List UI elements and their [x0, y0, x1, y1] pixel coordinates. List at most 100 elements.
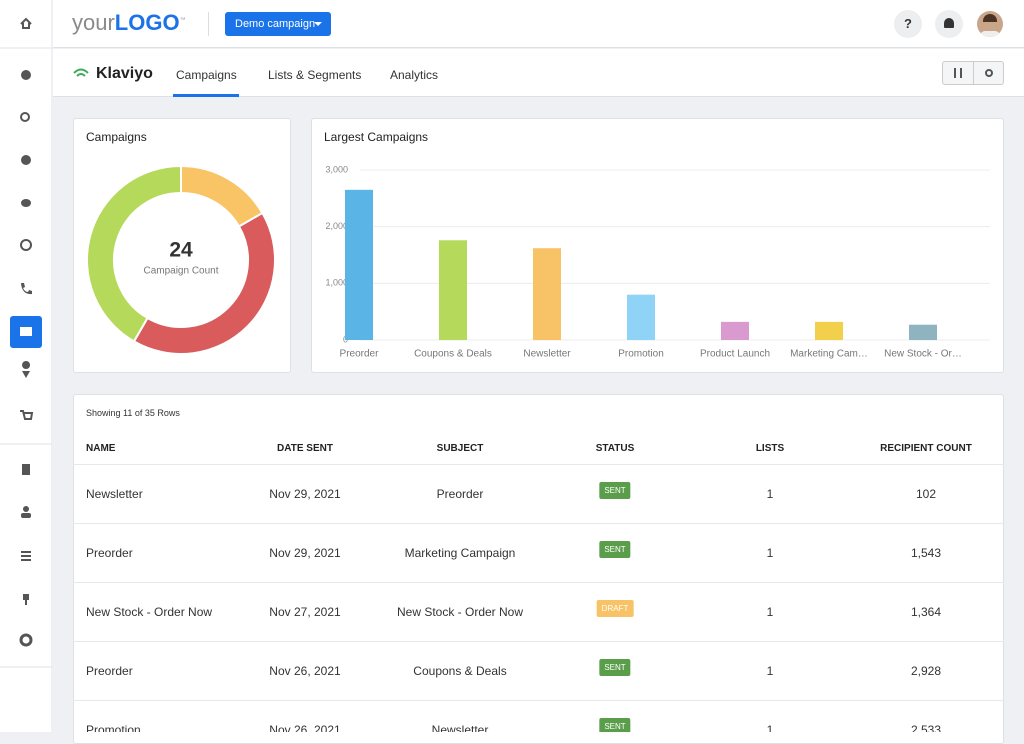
- logo: yourLOGO™: [72, 10, 186, 36]
- support-icon[interactable]: [20, 239, 32, 251]
- reports-icon[interactable]: [21, 155, 31, 165]
- row-divider: [73, 700, 1004, 701]
- tab[interactable]: Analytics: [390, 68, 439, 82]
- table-cell: 1,543: [910, 546, 942, 560]
- x-tick-label: Promotion: [618, 349, 664, 360]
- table-cell: Preorder: [436, 487, 484, 501]
- x-tick-label: Newsletter: [523, 349, 571, 360]
- donut-segment: [86, 164, 182, 343]
- x-tick-label: Preorder: [340, 349, 380, 360]
- bar: [721, 321, 749, 340]
- x-tick-label: New Stock - Or…: [884, 349, 962, 360]
- table-cell: Nov 29, 2021: [269, 487, 341, 501]
- donut-center-label: Campaign Count: [143, 266, 218, 277]
- table-cell: Promotion: [86, 723, 141, 732]
- plugin-icon[interactable]: [23, 594, 29, 600]
- bar-title: Largest Campaigns: [324, 130, 428, 144]
- dashboard-icon[interactable]: [21, 70, 31, 80]
- bar: [345, 189, 373, 340]
- home-icon[interactable]: [20, 17, 32, 29]
- filter-button[interactable]: [954, 68, 962, 78]
- table-cell: New Stock - Order Now: [396, 605, 524, 619]
- avatar[interactable]: [977, 11, 1003, 37]
- status-badge: SENT: [599, 659, 631, 676]
- table-cell: Nov 29, 2021: [269, 546, 341, 560]
- bar: [533, 248, 561, 340]
- column-header: NAME: [86, 443, 116, 454]
- row-divider: [73, 641, 1004, 642]
- column-header: SUBJECT: [436, 443, 484, 454]
- y-tick-label: 3,000: [325, 164, 348, 174]
- table-cell: Newsletter: [431, 723, 489, 732]
- phone-icon[interactable]: [21, 283, 32, 295]
- table-cell: Preorder: [86, 546, 133, 560]
- column-header: DATE SENT: [277, 443, 333, 454]
- notifications[interactable]: [935, 10, 963, 38]
- user-icon[interactable]: [23, 506, 29, 512]
- donut-segment: [132, 211, 276, 355]
- y-tick-label: 1,000: [325, 278, 348, 288]
- table-cell: 2,533: [910, 723, 942, 732]
- status-badge: SENT: [599, 482, 631, 499]
- table-cell: Nov 27, 2021: [269, 605, 341, 619]
- campaign-table: Showing 11 of 35 Rows NAME DATE SENT SUBJE…: [73, 394, 1004, 732]
- campaign-button-label: Demo campaign: [235, 18, 316, 30]
- settings-icon[interactable]: [19, 633, 33, 647]
- location-icon[interactable]: [22, 361, 31, 378]
- bar: [439, 240, 467, 340]
- y-tick-label: 2,000: [325, 221, 348, 231]
- table-cell: 1,364: [910, 605, 942, 619]
- help-button[interactable]: ?: [894, 10, 922, 38]
- doc-icon[interactable]: [22, 464, 30, 475]
- charts: Campaigns 24 Campaign Count Largest Camp…: [86, 130, 990, 360]
- tab-indicator: [173, 94, 239, 97]
- table-cell: 1: [766, 546, 774, 560]
- donut-segment: [180, 164, 264, 228]
- row-divider: [73, 464, 1004, 465]
- bar: [627, 294, 655, 340]
- table-cell: 1: [766, 487, 774, 501]
- row-divider: [73, 523, 1004, 524]
- x-tick-label: Marketing Cam…: [790, 349, 868, 360]
- table-cell: Preorder: [86, 664, 133, 678]
- status-badge: SENT: [599, 718, 631, 732]
- klaviyo-icon: [73, 68, 89, 77]
- table-info: Showing 11 of 35 Rows: [86, 408, 180, 418]
- logo-tm: ™: [179, 17, 186, 24]
- tab-bar: [53, 49, 1024, 97]
- x-tick-label: Product Launch: [700, 349, 770, 360]
- table-cell: Nov 26, 2021: [269, 664, 341, 678]
- column-header: LISTS: [755, 443, 785, 454]
- row-divider: [73, 582, 1004, 583]
- share-button[interactable]: [985, 69, 993, 77]
- logo-your: your: [72, 10, 115, 35]
- help-label: ?: [904, 16, 912, 31]
- bar: [909, 324, 937, 340]
- klaviyo-brand: Klaviyo: [96, 65, 153, 82]
- table-cell: Newsletter: [86, 487, 143, 501]
- table-card: [73, 394, 1004, 744]
- top-bar: [53, 0, 1024, 48]
- table-cell: 102: [915, 487, 937, 501]
- x-tick-label: Coupons & Deals: [414, 349, 492, 360]
- table-cell: Marketing Campaign: [404, 546, 516, 560]
- table-cell: 1: [766, 723, 774, 732]
- tab[interactable]: Lists & Segments: [268, 68, 362, 82]
- table-cell: 1: [766, 664, 774, 678]
- campaign-button[interactable]: Demo campaign: [225, 12, 331, 36]
- chat-icon[interactable]: [21, 199, 31, 207]
- column-header: RECIPIENT COUNT: [880, 443, 972, 454]
- toolbar-buttons: [942, 61, 1004, 85]
- donut-title: Campaigns: [86, 130, 147, 144]
- cart-icon[interactable]: [20, 410, 34, 420]
- search-icon[interactable]: [20, 112, 30, 122]
- table-cell: 2,928: [910, 664, 942, 678]
- tab[interactable]: Campaigns: [176, 68, 237, 82]
- table-cell: New Stock - Order Now: [86, 605, 213, 619]
- sidebar: [0, 0, 52, 732]
- status-badge: DRAFT: [596, 600, 634, 617]
- table-cell: Nov 26, 2021: [269, 723, 341, 732]
- column-header: STATUS: [595, 443, 635, 454]
- donut-center-value: 24: [169, 239, 193, 262]
